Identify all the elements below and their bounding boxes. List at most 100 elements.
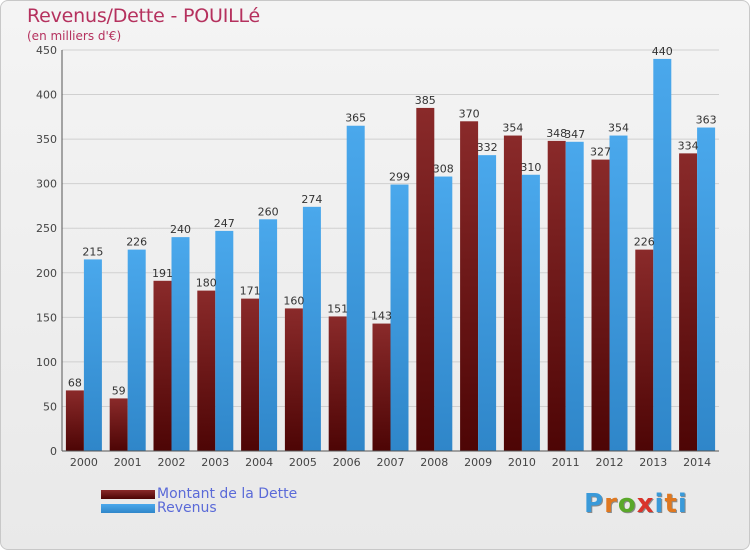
y-tick-label: 100 bbox=[36, 356, 57, 369]
data-label-revenue: 299 bbox=[389, 171, 410, 184]
x-tick-label: 2000 bbox=[70, 456, 98, 469]
bar-debt bbox=[372, 323, 391, 451]
bar-debt bbox=[328, 316, 347, 451]
y-tick-label: 150 bbox=[36, 311, 57, 324]
data-label-debt: 180 bbox=[196, 277, 217, 290]
data-labels: 68 215 59 226 191 240 180 247 171 260 160 274 151 365… bbox=[68, 45, 717, 398]
bar-revenue bbox=[521, 174, 540, 451]
x-tick-label: 2008 bbox=[420, 456, 448, 469]
x-tick-label: 2013 bbox=[639, 456, 667, 469]
bar-revenue bbox=[215, 230, 234, 451]
bar-debt bbox=[679, 153, 698, 451]
x-tick-label: 2010 bbox=[508, 456, 536, 469]
x-tick-label: 2004 bbox=[245, 456, 273, 469]
data-label-debt: 348 bbox=[546, 127, 567, 140]
x-tick-label: 2012 bbox=[596, 456, 624, 469]
logo-letter: i bbox=[677, 489, 688, 519]
bar-debt bbox=[547, 140, 566, 452]
bar-revenue bbox=[434, 176, 453, 451]
data-label-debt: 354 bbox=[502, 122, 523, 135]
legend-label-revenue: Revenus bbox=[157, 500, 217, 516]
x-tick-label: 2014 bbox=[683, 456, 711, 469]
legend-swatch-debt bbox=[101, 489, 155, 499]
bar-debt bbox=[197, 290, 216, 451]
data-label-revenue: 308 bbox=[433, 163, 454, 176]
bar-revenue bbox=[565, 141, 584, 452]
data-label-revenue: 240 bbox=[170, 223, 191, 236]
data-label-revenue: 354 bbox=[608, 122, 629, 135]
data-label-revenue: 247 bbox=[214, 217, 235, 230]
proxiti-logo: Proxiti bbox=[584, 489, 688, 519]
bar-revenue bbox=[390, 184, 409, 451]
bar-debt bbox=[65, 390, 84, 451]
data-label-debt: 327 bbox=[590, 146, 611, 159]
bar-revenue bbox=[478, 155, 497, 451]
bar-debt bbox=[241, 298, 260, 451]
bar-revenue bbox=[127, 249, 146, 451]
x-tick-label: 2011 bbox=[552, 456, 580, 469]
y-tick-label: 250 bbox=[36, 222, 57, 235]
data-label-debt: 334 bbox=[678, 139, 699, 152]
bar-revenue bbox=[609, 135, 628, 451]
data-label-debt: 59 bbox=[112, 384, 126, 397]
data-label-debt: 171 bbox=[240, 285, 261, 298]
x-tick-label: 2007 bbox=[377, 456, 405, 469]
data-label-debt: 143 bbox=[371, 310, 392, 323]
data-label-revenue: 440 bbox=[652, 45, 673, 58]
logo-letter: t bbox=[664, 489, 678, 519]
y-tick-label: 50 bbox=[43, 400, 57, 413]
x-tick-label: 2009 bbox=[464, 456, 492, 469]
y-tick-label: 350 bbox=[36, 133, 57, 146]
logo-letter: o bbox=[617, 489, 637, 519]
bar-debt bbox=[460, 121, 479, 452]
y-tick-label: 400 bbox=[36, 89, 57, 102]
bar-revenue bbox=[259, 219, 278, 451]
data-label-debt: 191 bbox=[152, 267, 173, 280]
data-label-revenue: 215 bbox=[82, 245, 103, 258]
data-label-revenue: 274 bbox=[301, 193, 322, 206]
bar-debt bbox=[416, 107, 435, 451]
bar-debt bbox=[591, 159, 610, 451]
data-label-revenue: 310 bbox=[520, 161, 541, 174]
data-label-revenue: 365 bbox=[345, 112, 366, 125]
data-label-debt: 370 bbox=[459, 107, 480, 120]
legend: Montant de la Dette Revenus bbox=[101, 487, 297, 515]
y-tick-label: 300 bbox=[36, 178, 57, 191]
bar-revenue bbox=[171, 237, 190, 451]
x-tick-label: 2002 bbox=[158, 456, 186, 469]
bar-revenue bbox=[653, 58, 672, 452]
x-tick-label: 2003 bbox=[201, 456, 229, 469]
logo-letter: i bbox=[654, 489, 665, 519]
legend-item-debt: Montant de la Dette bbox=[101, 487, 297, 501]
y-tick-label: 0 bbox=[50, 445, 57, 458]
axes: 0 50 100 150 200 250 300 350 400 450 2000 2001 2002 2… bbox=[36, 44, 719, 469]
legend-label-debt: Montant de la Dette bbox=[157, 486, 298, 502]
data-label-revenue: 347 bbox=[564, 128, 585, 141]
data-label-debt: 151 bbox=[327, 302, 348, 315]
legend-swatch-revenue bbox=[101, 503, 155, 513]
bar-revenue bbox=[302, 206, 321, 451]
bar-revenue bbox=[346, 125, 365, 451]
logo-letter: x bbox=[636, 489, 655, 519]
data-label-revenue: 226 bbox=[126, 236, 147, 249]
chart-subtitle: (en milliers d'€) bbox=[27, 29, 122, 43]
bar-debt bbox=[284, 308, 303, 451]
bar-revenue bbox=[83, 259, 102, 451]
bar-debt bbox=[503, 135, 522, 451]
data-label-revenue: 332 bbox=[477, 141, 498, 154]
y-tick-label: 450 bbox=[36, 44, 57, 57]
data-label-revenue: 260 bbox=[258, 205, 279, 218]
bar-debt bbox=[635, 249, 654, 451]
data-label-debt: 160 bbox=[283, 294, 304, 307]
legend-item-revenue: Revenus bbox=[101, 501, 297, 515]
data-label-debt: 385 bbox=[415, 94, 436, 107]
bar-revenue bbox=[697, 127, 716, 451]
logo-letter: P bbox=[584, 489, 605, 519]
data-label-revenue: 363 bbox=[696, 114, 717, 127]
x-tick-label: 2001 bbox=[114, 456, 142, 469]
data-label-debt: 68 bbox=[68, 376, 82, 389]
x-tick-label: 2005 bbox=[289, 456, 317, 469]
data-label-debt: 226 bbox=[634, 236, 655, 249]
